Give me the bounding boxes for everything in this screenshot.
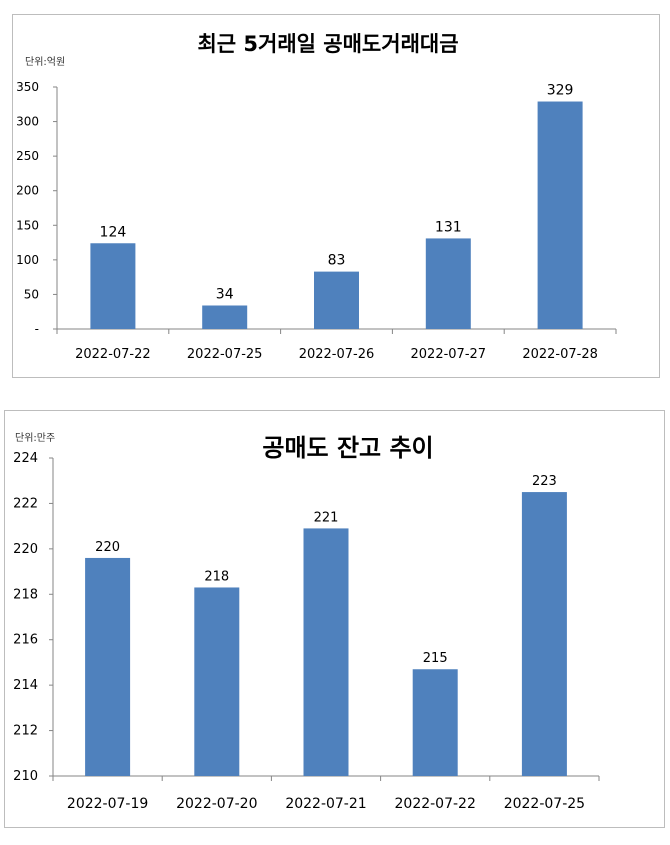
x-tick-label: 2022-07-27	[411, 347, 487, 362]
data-label: 221	[314, 510, 339, 525]
chart-title: 공매도 잔고 추이	[262, 434, 433, 462]
chart-short-balance: 공매도 잔고 추이 단위:만주 210 212 214 216 218 220 222 224 22…	[13, 431, 600, 812]
data-label: 218	[204, 569, 229, 584]
y-tick-label: 210	[13, 769, 38, 784]
bar	[90, 243, 136, 329]
bar	[85, 557, 131, 776]
y-tick-label: 220	[13, 542, 38, 557]
x-tick-label: 2022-07-22	[395, 796, 476, 812]
y-tick-label: 214	[13, 678, 38, 693]
bar	[194, 587, 240, 776]
bar	[314, 271, 359, 329]
data-label: 329	[547, 83, 574, 99]
data-label: 215	[423, 651, 448, 666]
x-tick-label: 2022-07-28	[522, 347, 598, 362]
y-tick-label: 150	[16, 218, 39, 232]
x-tick-label: 2022-07-25	[504, 796, 585, 812]
unit-label: 단위:억원	[25, 55, 65, 68]
y-tick-label: 100	[16, 253, 39, 267]
y-tick-label: 224	[13, 451, 38, 466]
data-label: 83	[328, 253, 346, 269]
y-tick-label: 218	[13, 587, 38, 602]
y-tick-label: 50	[24, 287, 39, 301]
y-tick-label: 222	[13, 496, 38, 511]
bar	[202, 305, 248, 329]
bar	[425, 238, 471, 329]
chart-title: 최근 5거래일 공매도거래대금	[197, 32, 458, 56]
y-tick-label: 300	[16, 115, 39, 129]
y-tick-label: -	[35, 322, 39, 336]
bar	[521, 492, 567, 776]
data-label: 131	[435, 219, 462, 235]
data-label: 124	[100, 224, 127, 240]
data-label: 220	[95, 540, 120, 555]
y-tick-label: 216	[13, 633, 38, 648]
chart-panel-short-balance: 공매도 잔고 추이 단위:만주 210 212 214 216 218 220 222 224 22…	[4, 410, 665, 828]
y-tick-label: 200	[16, 184, 39, 198]
data-label: 223	[532, 474, 557, 489]
y-tick-label: 250	[16, 149, 39, 163]
x-tick-label: 2022-07-26	[299, 347, 375, 362]
y-tick-label: 350	[16, 80, 39, 94]
data-label: 34	[216, 286, 234, 302]
x-tick-label: 2022-07-20	[176, 796, 257, 812]
y-tick-label: 212	[13, 724, 38, 739]
bar	[537, 101, 583, 330]
bar	[303, 528, 349, 776]
unit-label: 단위:만주	[15, 431, 55, 444]
x-tick-label: 2022-07-22	[75, 347, 151, 362]
bar	[412, 669, 458, 776]
x-tick-label: 2022-07-25	[187, 347, 263, 362]
x-tick-label: 2022-07-19	[67, 796, 148, 812]
x-tick-label: 2022-07-21	[285, 796, 366, 812]
